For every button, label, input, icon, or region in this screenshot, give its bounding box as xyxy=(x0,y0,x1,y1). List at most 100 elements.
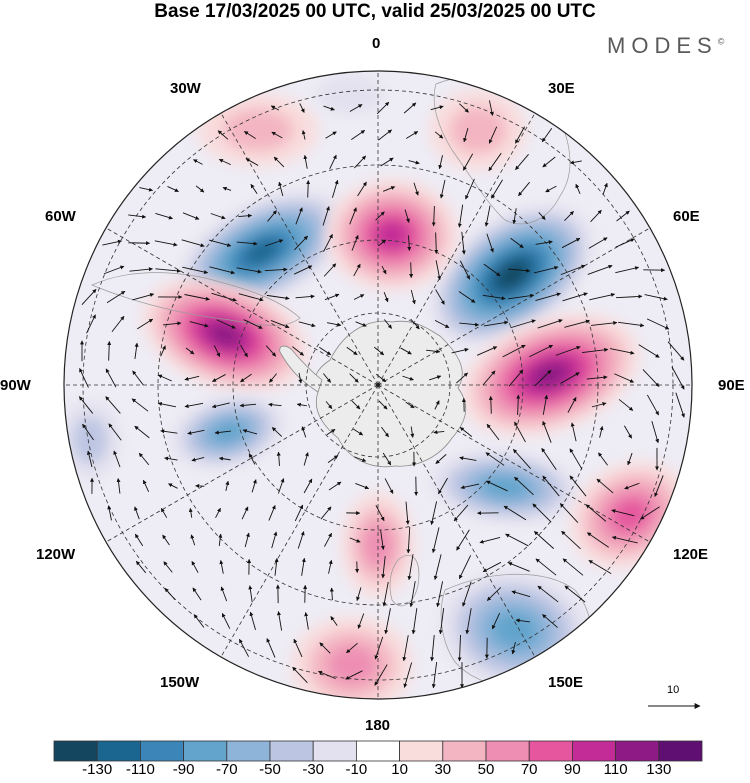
wind-arrow xyxy=(276,451,281,466)
wind-arrow xyxy=(383,186,396,192)
wind-arrow xyxy=(435,454,447,464)
wind-arrow xyxy=(357,613,365,629)
wind-arrow xyxy=(326,429,336,435)
wind-arrow xyxy=(331,179,339,198)
lon-label-150w: 150W xyxy=(160,674,200,691)
wind-arrow xyxy=(318,670,336,680)
wind-arrow xyxy=(238,213,253,218)
wind-arrow xyxy=(615,266,640,274)
wind-arrow xyxy=(164,456,178,461)
wind-arrow xyxy=(537,319,563,329)
wind-arrow xyxy=(407,235,412,251)
wind-arrow xyxy=(242,429,258,435)
colorbar-swatch xyxy=(528,740,573,762)
wind-arrow xyxy=(241,506,249,520)
lon-label-60e: 60E xyxy=(673,208,700,225)
reference-vector-label: 10 xyxy=(667,684,680,696)
wind-arrow xyxy=(353,263,361,277)
copyright-mark: © xyxy=(717,36,725,47)
colorbar-swatch xyxy=(658,740,703,762)
wind-arrow xyxy=(457,204,464,228)
wind-arrow xyxy=(251,479,257,493)
wind-arrow xyxy=(208,239,232,247)
colorbar-swatch xyxy=(183,740,228,762)
wind-arrow xyxy=(541,127,553,143)
wind-arrow xyxy=(534,369,552,387)
wind-arrow xyxy=(381,426,389,438)
wind-arrow xyxy=(215,507,221,518)
wind-arrow xyxy=(516,394,521,415)
lon-label-120e: 120E xyxy=(673,546,709,563)
wind-arrow xyxy=(402,635,409,662)
wind-arrow xyxy=(434,319,450,329)
wind-arrow xyxy=(515,618,531,623)
wind-arrow xyxy=(79,368,89,388)
wind-arrow xyxy=(611,509,635,517)
wind-arrow xyxy=(319,346,332,356)
lon-label-150e: 150E xyxy=(548,674,584,691)
wind-arrow xyxy=(218,158,231,166)
wind-arrow xyxy=(105,368,117,388)
wind-vectors xyxy=(78,100,685,689)
wind-arrow xyxy=(322,206,330,226)
wind-arrow xyxy=(511,590,531,598)
wind-arrow xyxy=(303,478,313,494)
wind-arrow xyxy=(400,347,412,355)
wind-arrow xyxy=(82,423,94,441)
lon-label-120w: 120W xyxy=(36,546,76,563)
wind-arrow xyxy=(406,526,411,554)
wind-arrow xyxy=(460,483,480,490)
wind-arrow xyxy=(113,450,121,468)
wind-arrow xyxy=(482,370,496,386)
wind-arrow xyxy=(268,505,276,521)
wind-arrow xyxy=(154,240,178,247)
wind-arrow xyxy=(569,448,583,470)
wind-arrow xyxy=(303,154,308,169)
wind-arrow xyxy=(167,186,179,192)
wind-arrow xyxy=(220,586,228,602)
colorbar-tick-label: 50 xyxy=(477,761,495,778)
wind-arrow xyxy=(273,156,285,168)
wind-arrow xyxy=(381,556,386,579)
wind-arrow xyxy=(433,554,442,581)
wind-arrow xyxy=(163,561,173,573)
wind-arrow xyxy=(646,318,670,330)
wind-arrow xyxy=(352,428,364,436)
wind-arrow xyxy=(135,560,147,574)
anomaly-field xyxy=(64,75,690,699)
wind-arrow xyxy=(243,319,263,329)
high-165w-anomaly xyxy=(292,617,412,699)
lon-label-180: 180 xyxy=(365,717,391,734)
wind-arrow xyxy=(542,475,560,497)
wind-arrow xyxy=(155,268,181,273)
wind-arrow xyxy=(488,152,502,172)
wind-arrow xyxy=(483,263,501,277)
wind-arrow xyxy=(162,321,182,326)
wind-arrow xyxy=(426,349,441,354)
wind-arrow xyxy=(351,129,366,141)
wind-arrow xyxy=(328,481,342,491)
wind-arrow xyxy=(624,425,632,439)
wind-arrow xyxy=(380,157,394,167)
wind-arrow xyxy=(351,400,361,410)
wind-arrow xyxy=(667,341,685,361)
wind-arrow xyxy=(357,181,367,197)
wind-arrow xyxy=(562,292,588,302)
wind-arrow xyxy=(191,457,205,462)
anomaly-contour xyxy=(491,611,539,649)
anomaly-contour xyxy=(363,523,393,567)
colorbar-tick-label: -110 xyxy=(125,761,155,778)
wind-arrow xyxy=(329,587,334,601)
brand-name: MODES xyxy=(607,33,718,58)
wind-arrow xyxy=(377,239,387,247)
wind-arrow xyxy=(375,211,385,221)
wind-arrow xyxy=(459,427,473,437)
wind-arrow xyxy=(465,608,472,635)
high-20w-anomaly xyxy=(198,94,318,166)
wind-arrow xyxy=(429,375,442,381)
wind-arrow xyxy=(155,213,173,220)
colorbar-tick-label: -50 xyxy=(259,761,281,778)
wind-arrow xyxy=(507,562,530,572)
wind-arrow xyxy=(484,205,491,227)
wind-arrow xyxy=(569,475,587,497)
